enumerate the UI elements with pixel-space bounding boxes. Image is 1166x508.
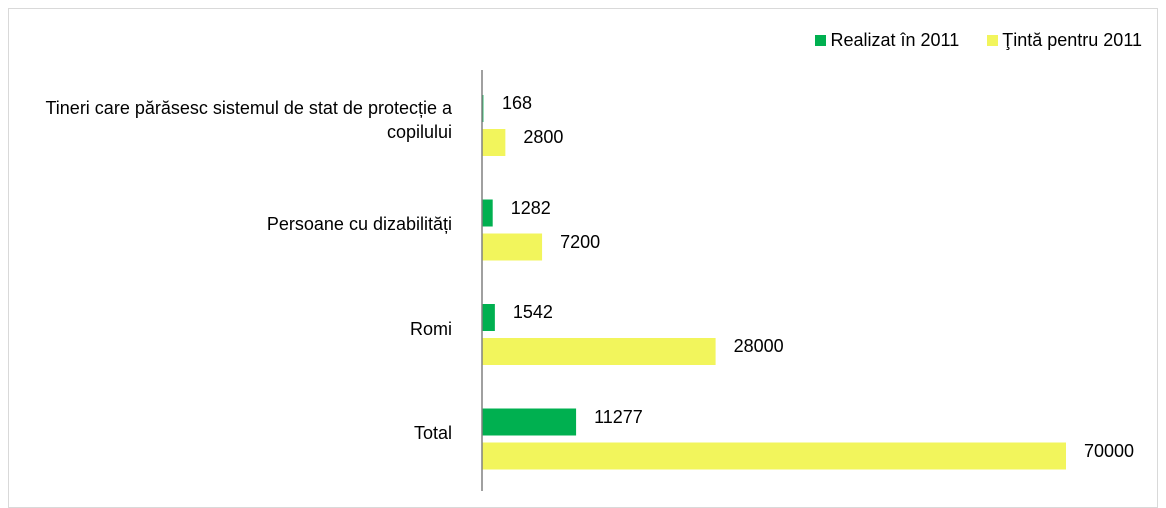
value-label: 70000: [1084, 440, 1135, 461]
bar: [482, 408, 577, 436]
chart: [481, 70, 1066, 491]
category-label: Total: [413, 423, 452, 443]
bar: [482, 442, 1066, 470]
legend-item: Ţintă pentru 2011: [987, 30, 1142, 51]
bar: [482, 199, 493, 227]
legend-label: Ţintă pentru 2011: [1002, 30, 1142, 50]
bar: [482, 129, 506, 156]
legend-swatch: [987, 35, 999, 46]
page: {"chart_data": {"type": "bar", "orientat…: [8, 8, 1158, 508]
legend-item: Realizat în 2011: [815, 30, 959, 51]
category-label: Tineri care părăsesc sistemul de stat de…: [45, 97, 452, 142]
category-label: Persoane cu dizabilități: [266, 214, 452, 234]
legend-label: Realizat în 2011: [830, 30, 960, 50]
bar: [482, 338, 716, 365]
value-label: 1282: [510, 197, 551, 218]
bar: [482, 304, 495, 331]
value-label: 7200: [560, 231, 601, 252]
value-label: 168: [502, 93, 533, 113]
value-label: 1542: [512, 302, 553, 322]
value-label: 11277: [594, 406, 643, 427]
legend-swatch: [815, 35, 827, 46]
category-label: Romi: [409, 318, 452, 339]
legend: Realizat în 2011 Ţintă pentru 2011: [815, 30, 1142, 51]
bar: [482, 233, 543, 261]
value-label: 28000: [733, 336, 784, 356]
value-label: 2800: [523, 127, 564, 147]
